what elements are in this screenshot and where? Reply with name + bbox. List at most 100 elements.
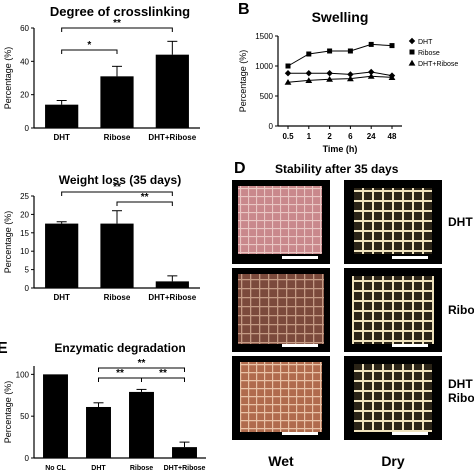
- chart-title: Degree of crosslinking: [50, 4, 190, 19]
- x-tick-label: DHT: [53, 133, 70, 142]
- y-tick-label: 20: [20, 210, 29, 219]
- y-axis-label: Percentage (%): [3, 211, 13, 274]
- y-axis-label: Percentage (%): [3, 47, 13, 110]
- significance-label: **: [138, 358, 146, 369]
- data-point: [388, 74, 396, 80]
- series-line-ribose: [287, 43, 393, 67]
- y-tick-label: 500: [260, 92, 274, 101]
- y-axis-label: Percentage (%): [3, 381, 13, 444]
- significance-label: **: [113, 18, 121, 29]
- data-point: [326, 76, 333, 82]
- y-tick-label: 0: [25, 124, 30, 133]
- legend-label: DHT: [418, 39, 433, 46]
- x-tick-label: 48: [388, 132, 397, 141]
- chart-swelling: Swelling 0 500 1000 1500 Percentage (%) 0.5 1 2 6…: [238, 9, 458, 154]
- y-tick-label: 0: [25, 454, 30, 463]
- x-tick-label: DHT: [91, 465, 106, 472]
- x-tick-label: Ribose: [104, 293, 131, 302]
- significance-bracket: [141, 377, 185, 382]
- x-tick-label: 0.5: [282, 132, 294, 141]
- bar-ribose: [129, 391, 154, 458]
- bar-dht: [45, 223, 79, 288]
- data-point: [305, 77, 313, 83]
- significance-bracket: [61, 191, 173, 196]
- bar-dht: [45, 104, 79, 128]
- x-tick-label: DHT+Ribose: [148, 293, 196, 302]
- panel-letter-e: E: [0, 340, 8, 357]
- panel-letter-d: D: [234, 160, 246, 177]
- x-tick-label: 6: [348, 132, 353, 141]
- x-tick-label: DHT+Ribose: [164, 465, 206, 472]
- x-tick-label: No CL: [45, 465, 66, 472]
- chart-crosslinking: Degree of crosslinking 0 20 40 60 Percentage …: [3, 4, 200, 142]
- bar-ribose: [100, 76, 134, 128]
- y-tick-label: 10: [20, 247, 29, 256]
- y-tick-label: 25: [20, 192, 29, 201]
- significance-bracket: [61, 27, 173, 32]
- column-label-dry: Dry: [381, 453, 405, 469]
- series-line-dht: [288, 71, 393, 77]
- y-tick-label: 60: [20, 24, 29, 33]
- column-label-wet: Wet: [268, 453, 294, 469]
- bar-ribose: [100, 223, 134, 288]
- y-tick-label: 0: [269, 122, 274, 131]
- bar-no-cl: [43, 374, 68, 458]
- legend-marker: [408, 59, 416, 66]
- y-tick-label: 0: [25, 284, 30, 293]
- y-tick-label: 1000: [255, 62, 273, 71]
- data-point: [284, 79, 292, 85]
- x-tick-label: Ribose: [104, 133, 131, 142]
- legend-marker: [409, 49, 415, 55]
- significance-label: **: [116, 368, 124, 379]
- y-tick-label: 50: [20, 412, 29, 421]
- y-tick-label: 20: [20, 91, 29, 100]
- x-tick-label: 2: [327, 132, 332, 141]
- series-line-dht-ribose: [287, 75, 393, 83]
- bar-dht-ribose: [155, 54, 189, 128]
- data-point: [305, 70, 312, 77]
- legend-label: Ribose: [418, 50, 440, 57]
- x-axis-label: Time (h): [323, 144, 358, 154]
- chart-weight-loss: Weight loss (35 days) 0 5 10 15 20 25 Percentag…: [3, 173, 200, 302]
- x-tick-label: DHT+Ribose: [148, 133, 196, 142]
- data-point: [368, 68, 375, 76]
- x-tick-label: DHT: [53, 293, 70, 302]
- bar-dht-ribose: [155, 281, 189, 288]
- data-point: [306, 51, 312, 57]
- data-point: [326, 70, 333, 77]
- y-tick-label: 100: [16, 370, 30, 379]
- y-tick-label: 1500: [255, 32, 273, 41]
- bar-dht: [86, 406, 111, 458]
- data-point: [347, 75, 354, 82]
- y-tick-label: 15: [20, 229, 29, 238]
- row-label-dht: DHT: [448, 215, 473, 229]
- legend-label: DHT+Ribose: [418, 61, 458, 68]
- data-point: [368, 41, 374, 47]
- significance-bracket: [116, 201, 173, 206]
- data-point: [285, 63, 291, 69]
- y-tick-label: 40: [20, 57, 29, 66]
- data-point: [327, 48, 333, 54]
- data-point: [389, 43, 395, 49]
- data-point: [367, 73, 375, 79]
- significance-label: **: [113, 182, 121, 193]
- chart-title: Swelling: [312, 9, 369, 25]
- significance-bracket: [61, 49, 118, 54]
- data-point: [347, 71, 354, 78]
- significance-label: *: [87, 40, 91, 51]
- chart-title: Weight loss (35 days): [59, 173, 181, 187]
- stability-title: Stability after 35 days: [275, 162, 399, 176]
- data-point: [347, 48, 353, 54]
- chart-title: Enzymatic degradation: [54, 341, 185, 355]
- significance-label: **: [159, 368, 167, 379]
- legend-marker: [408, 37, 416, 45]
- y-tick-label: 5: [25, 266, 30, 275]
- significance-bracket: [98, 367, 185, 372]
- significance-label: **: [141, 192, 149, 203]
- data-point: [284, 70, 292, 77]
- x-tick-label: 1: [307, 132, 312, 141]
- x-tick-label: Ribose: [130, 465, 153, 472]
